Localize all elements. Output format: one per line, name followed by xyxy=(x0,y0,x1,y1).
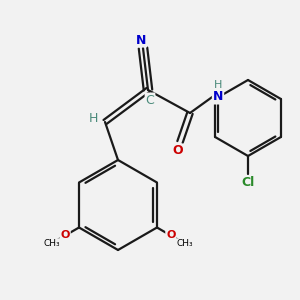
Text: O: O xyxy=(173,145,183,158)
Text: N: N xyxy=(136,34,146,46)
Text: O: O xyxy=(166,230,176,241)
Text: CH₃: CH₃ xyxy=(43,239,60,248)
Text: H: H xyxy=(214,80,222,90)
Text: CH₃: CH₃ xyxy=(176,239,193,248)
Text: N: N xyxy=(213,91,223,103)
Text: O: O xyxy=(61,230,70,241)
Text: H: H xyxy=(88,112,98,125)
Text: Cl: Cl xyxy=(242,176,255,190)
Text: C: C xyxy=(146,94,154,106)
